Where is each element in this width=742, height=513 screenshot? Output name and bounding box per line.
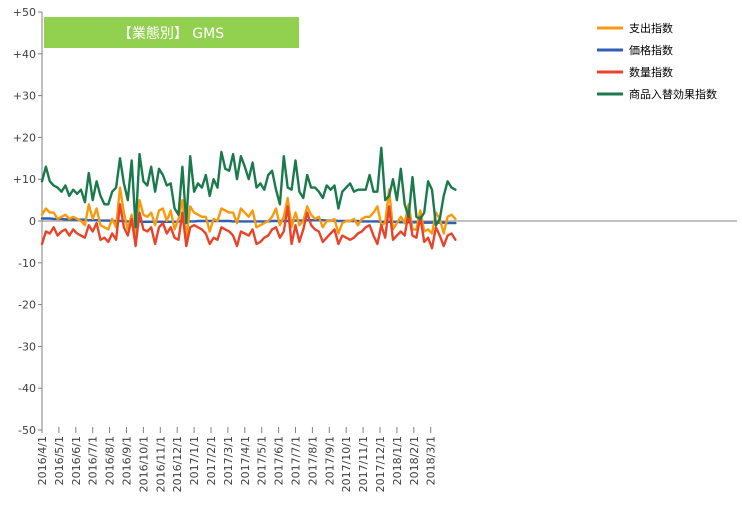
x-tick-label: 2018/1/1 xyxy=(391,436,404,485)
y-tick-label: +50 xyxy=(13,6,36,19)
x-tick-label: 2017/6/1 xyxy=(273,436,286,485)
x-tick-label: 2017/8/1 xyxy=(306,436,319,485)
x-tick-label: 2016/4/1 xyxy=(36,436,49,485)
series-line-1 xyxy=(40,186,457,239)
x-tick-label: 2017/9/1 xyxy=(323,436,336,485)
x-tick-label: 2017/10/1 xyxy=(340,436,353,492)
x-axis-tick-labels: 2016/4/1 2016/5/1 2016/6/1 2016/7/1 2016/8/1… xyxy=(36,427,438,492)
legend-label: 商品入替効果指数 xyxy=(629,87,717,101)
x-tick-label: 2016/10/1 xyxy=(137,436,150,492)
x-tick-label: 2016/8/1 xyxy=(104,436,117,485)
y-tick-label: +40 xyxy=(13,48,36,61)
x-tick-label: 2017/1/1 xyxy=(188,436,201,485)
x-tick-label: 2017/12/1 xyxy=(374,436,387,492)
title-background xyxy=(44,17,299,48)
y-tick-label: -30 xyxy=(18,340,36,353)
series-lines xyxy=(40,146,457,250)
legend-label: 数量指数 xyxy=(629,65,673,79)
chart-title: 【業態別】 GMS xyxy=(118,26,224,42)
chart-title-box: 【業態別】 GMS xyxy=(44,17,299,48)
x-tick-label: 2017/5/1 xyxy=(256,436,269,485)
series-line-4 xyxy=(40,146,457,229)
x-tick-label: 2017/2/1 xyxy=(205,436,218,485)
x-tick-label: 2017/4/1 xyxy=(239,436,252,485)
y-tick-label: 0 xyxy=(29,215,36,228)
y-tick-label: -20 xyxy=(18,299,36,312)
x-tick-label: 2016/5/1 xyxy=(53,436,66,485)
y-tick-label: -40 xyxy=(18,382,36,395)
y-tick-label: +20 xyxy=(13,131,36,144)
x-tick-label: 2017/3/1 xyxy=(222,436,235,485)
x-tick-label: 2016/7/1 xyxy=(87,436,100,485)
x-tick-label: 2018/2/1 xyxy=(408,436,421,485)
x-tick-label: 2016/9/1 xyxy=(121,436,134,485)
series-line-3 xyxy=(40,203,457,250)
x-tick-label: 2018/3/1 xyxy=(425,436,438,485)
y-axis-tick-labels: +50 +40 +30 +20 +10 0 -10 -20 -30 -40 -50 xyxy=(13,6,42,437)
legend-label: 支出指数 xyxy=(629,21,673,35)
y-tick-label: +30 xyxy=(13,90,36,103)
y-tick-label: -50 xyxy=(18,424,36,437)
x-tick-label: 2016/6/1 xyxy=(70,436,83,485)
legend-label: 価格指数 xyxy=(629,43,673,57)
x-tick-label: 2017/7/1 xyxy=(290,436,303,485)
y-tick-label: +10 xyxy=(13,173,36,186)
y-tick-label: -10 xyxy=(18,257,36,270)
x-tick-label: 2016/12/1 xyxy=(171,436,184,492)
x-tick-label: 2016/11/1 xyxy=(154,436,167,492)
x-tick-label: 2017/11/1 xyxy=(357,436,370,492)
